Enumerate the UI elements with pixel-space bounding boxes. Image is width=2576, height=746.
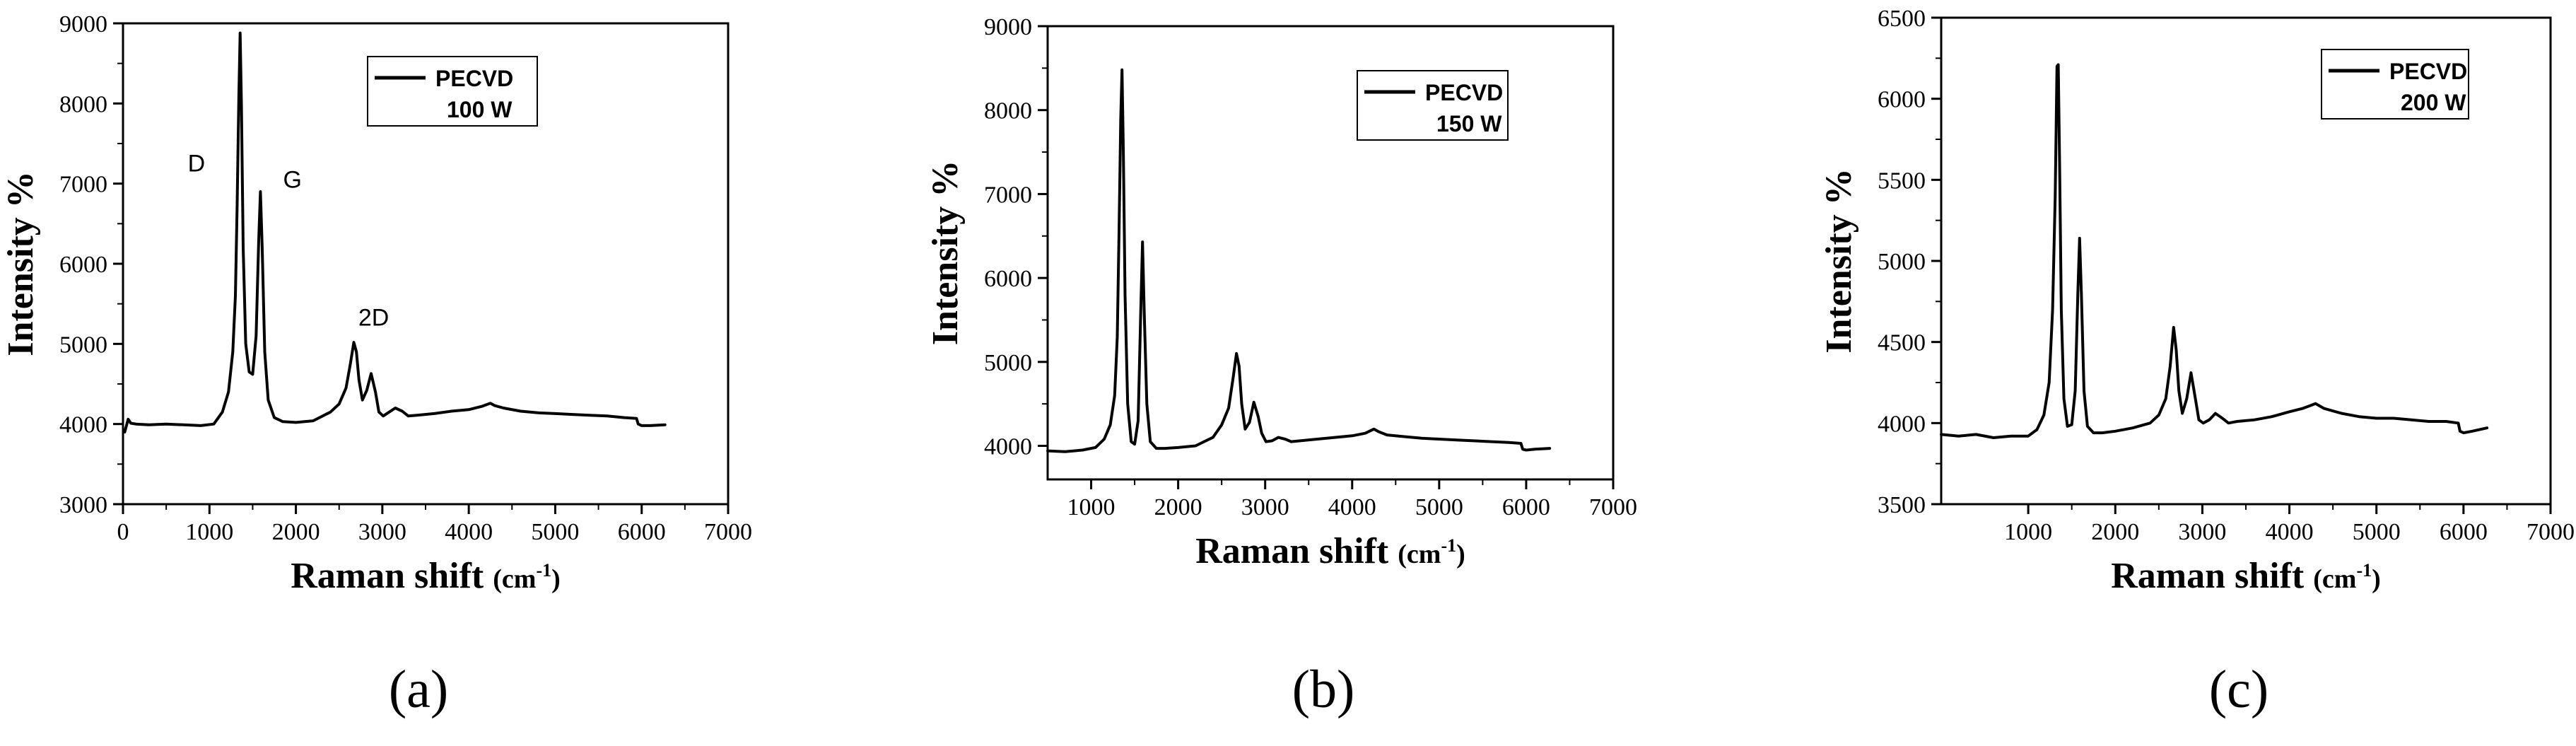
y-tick-label: 8000 <box>59 91 107 117</box>
legend: PECVD 200 W <box>2321 49 2469 120</box>
x-tick-label: 1000 <box>1067 494 1116 520</box>
chart-panel-b: 1000 2000 3000 4000 5000 6000 7000 4000 5000 6000… <box>925 14 1637 719</box>
y-tick-label: 5000 <box>59 332 107 358</box>
x-axis-label: Raman shift (cm-1) <box>2111 556 2381 596</box>
y-tick-label: 7000 <box>984 182 1032 208</box>
x-tick-label: 3000 <box>2178 519 2226 545</box>
panel-label: (b) <box>1292 660 1355 719</box>
panel-label: (c) <box>2209 660 2268 719</box>
legend-label-name: PECVD <box>435 66 513 91</box>
panel-label: (a) <box>389 660 448 719</box>
peak-annotation: D <box>188 151 206 177</box>
y-tick-label: 9000 <box>984 14 1032 40</box>
legend-label-power: 150 W <box>1436 111 1502 136</box>
chart-panel-a: 0 1000 2000 3000 4000 5000 6000 7000 3000 4000 500… <box>1 11 752 719</box>
x-tick-label: 6000 <box>2440 519 2488 545</box>
plot-frame <box>1046 25 1615 481</box>
peak-annotation: G <box>283 166 301 193</box>
y-tick-label: 6000 <box>1878 87 1926 113</box>
x-tick-label: 6000 <box>618 519 666 545</box>
y-tick-label: 4500 <box>1878 330 1926 356</box>
x-tick-label: 5000 <box>1415 494 1463 520</box>
legend: PECVD 150 W <box>1357 70 1509 141</box>
x-tick-label: 4000 <box>2266 519 2314 545</box>
x-tick-label: 1000 <box>185 519 233 545</box>
y-axis-label: Intensity % <box>1 171 41 356</box>
x-tick-label: 2000 <box>2091 519 2139 545</box>
y-tick-label: 3000 <box>59 492 107 518</box>
x-tick-label: 2000 <box>272 519 320 545</box>
legend-label-power: 200 W <box>2401 90 2466 115</box>
x-axis-label: Raman shift (cm-1) <box>1195 531 1465 571</box>
x-tick-label: 5000 <box>2353 519 2401 545</box>
x-tick-label: 6000 <box>1502 494 1550 520</box>
legend-label-name: PECVD <box>2389 59 2467 84</box>
y-axis-label: Intensity % <box>1819 168 1859 353</box>
y-tick-label: 3500 <box>1878 492 1926 518</box>
legend-box <box>2321 49 2469 120</box>
x-tick-label: 2000 <box>1154 494 1202 520</box>
x-tick-label: 5000 <box>531 519 579 545</box>
x-tick-label: 0 <box>117 519 129 545</box>
series-line <box>123 31 667 433</box>
y-tick-label: 6500 <box>1878 6 1926 32</box>
series-line <box>1940 63 2489 439</box>
x-tick-label: 3000 <box>1241 494 1289 520</box>
y-tick-label: 8000 <box>984 98 1032 124</box>
y-tick-label: 4000 <box>59 412 107 438</box>
legend-label-name: PECVD <box>1425 80 1503 105</box>
legend-box <box>1357 70 1509 141</box>
x-tick-label: 4000 <box>445 519 493 545</box>
y-tick-label: 4000 <box>984 434 1032 460</box>
legend: PECVD 100 W <box>367 56 538 127</box>
y-tick-label: 5000 <box>1878 249 1926 275</box>
y-tick-label: 6000 <box>59 252 107 278</box>
y-tick-label: 6000 <box>984 266 1032 292</box>
y-tick-label: 7000 <box>59 172 107 198</box>
x-tick-label: 7000 <box>2527 519 2575 545</box>
x-tick-label: 1000 <box>2004 519 2052 545</box>
x-tick-label: 4000 <box>1328 494 1376 520</box>
x-tick-label: 7000 <box>1589 494 1637 520</box>
x-axis-label: Raman shift (cm-1) <box>291 556 561 596</box>
y-tick-label: 4000 <box>1878 411 1926 437</box>
y-tick-label: 5000 <box>984 350 1032 376</box>
chart-panel-c: 1000 2000 3000 4000 5000 6000 7000 3500 4000 4500… <box>1819 6 2575 719</box>
y-tick-label: 9000 <box>59 11 107 37</box>
x-tick-label: 7000 <box>704 519 752 545</box>
y-tick-label: 5500 <box>1878 168 1926 194</box>
peak-annotation: 2D <box>358 304 389 331</box>
legend-label-power: 100 W <box>447 97 513 122</box>
legend-box <box>367 56 538 127</box>
x-tick-label: 3000 <box>358 519 406 545</box>
y-axis-label: Intensity % <box>925 161 966 345</box>
